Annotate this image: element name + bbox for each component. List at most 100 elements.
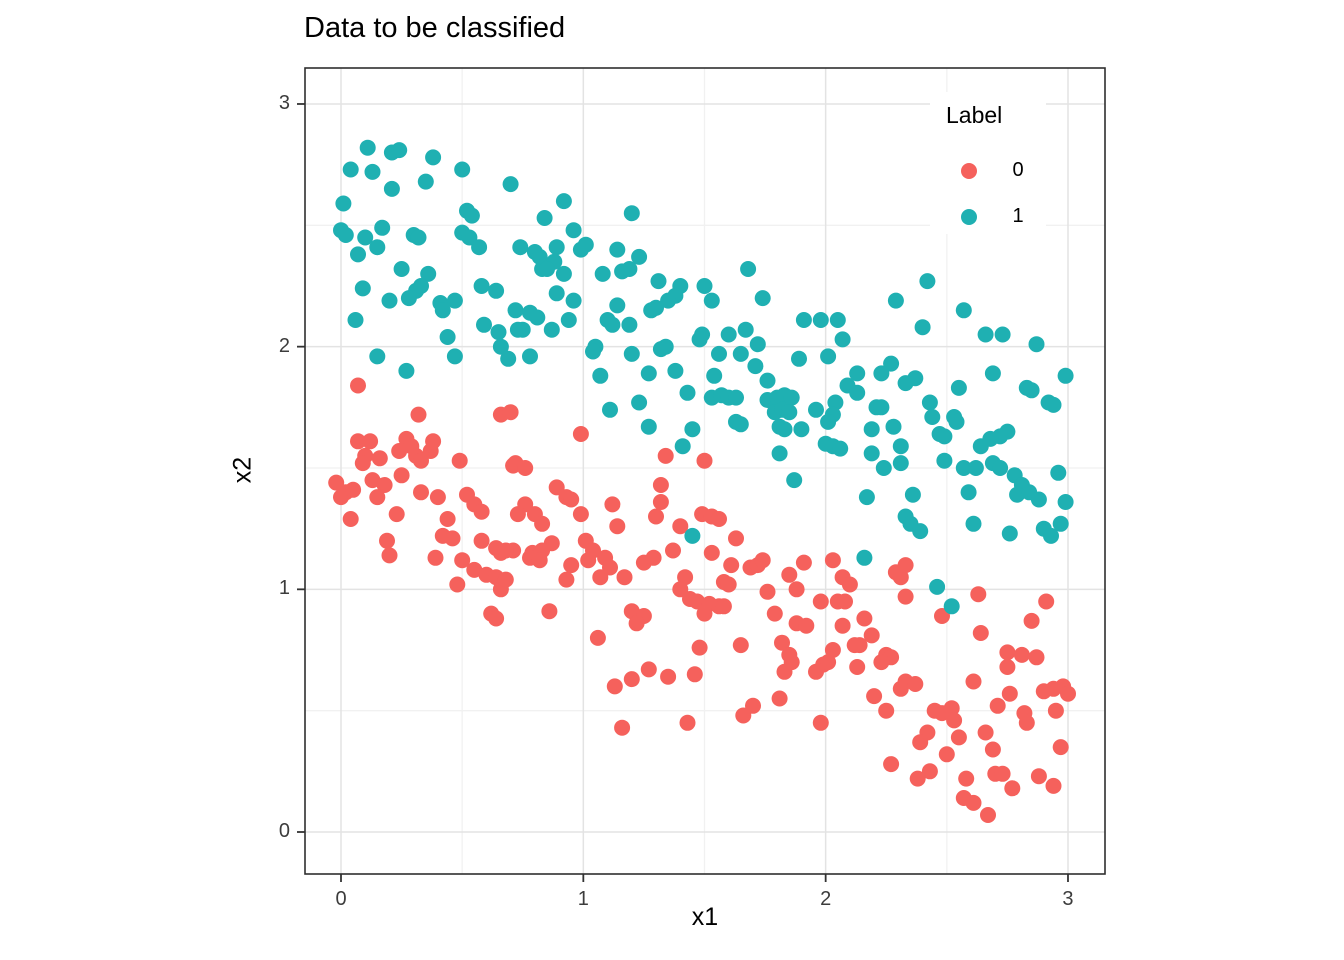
data-point [766,605,783,622]
data-point [706,367,723,384]
data-point [362,433,379,450]
data-point [1045,396,1062,413]
data-point [652,477,669,493]
data-point [602,559,618,576]
data-point [522,348,538,365]
data-point [858,489,875,506]
data-point [621,261,638,277]
data-point [771,690,788,707]
data-point [333,489,349,506]
data-point [488,610,505,627]
data-point [665,542,681,559]
data-point [623,345,640,362]
data-point [652,494,669,510]
data-point [711,345,727,362]
data-point [732,637,749,654]
data-point [909,770,926,787]
data-point [444,530,461,547]
data-point [609,297,626,314]
data-point [359,139,376,156]
data-point [381,547,398,564]
data-point [936,428,953,445]
data-point [980,807,996,823]
data-point [400,290,417,307]
data-point [354,455,371,472]
data-point [410,406,427,423]
data-point [863,627,880,644]
data-point [1009,486,1026,503]
data-point [950,729,967,746]
data-point [548,479,565,496]
data-point [1043,527,1059,544]
data-point [623,603,640,620]
data-point [388,506,405,523]
data-point [781,404,798,421]
data-point [1023,612,1040,629]
y-tick-label: 1 [278,577,290,600]
data-point [684,421,701,438]
data-point [621,316,638,333]
data-point [892,438,909,455]
data-point [623,205,640,222]
data-point [812,714,829,731]
data-point [531,552,548,569]
y-axis-title: x2 [228,456,257,484]
data-point [735,707,752,724]
data-point [1050,464,1067,481]
data-point [463,207,480,224]
data-point [827,394,844,411]
data-point [555,193,572,210]
data-point [488,282,505,299]
data-point [1013,646,1030,663]
data-point [354,280,371,297]
data-point [737,321,754,338]
data-point [934,608,950,624]
x-tick-label: 1 [577,888,589,910]
data-point [921,394,938,411]
legend-entry-0: 0 [930,158,1046,184]
data-point [846,637,863,654]
data-point [992,460,1009,476]
data-point [1052,739,1069,756]
data-point [912,734,929,751]
data-point [461,229,478,246]
data-point [589,629,606,646]
data-point [982,430,999,447]
data-point [434,302,451,319]
data-point [984,741,1001,758]
data-point [476,316,492,333]
data-point [369,348,386,365]
data-point [897,588,914,605]
data-point [398,362,415,379]
data-point [1023,382,1040,399]
data-point [1045,777,1062,794]
x-tick-label: 3 [1062,888,1074,910]
data-point [812,593,829,610]
legend-title: Label [946,102,1003,128]
data-point [672,581,689,598]
data-point [793,421,810,438]
series-1 [333,139,1074,615]
data-point [449,576,466,593]
data-point [970,586,987,603]
data-point [345,481,362,498]
data-point [413,452,429,469]
data-point [425,149,442,166]
data-point [728,389,744,406]
data-point [502,404,519,421]
data-point [1028,336,1045,353]
data-point [350,377,366,394]
data-point [648,508,664,525]
data-point [686,666,703,683]
data-point [943,598,960,615]
data-point [965,673,982,690]
data-point [471,239,488,256]
data-point [631,248,648,265]
data-point [696,452,713,469]
data-point [689,593,706,610]
data-point [948,413,965,430]
data-point [841,576,858,593]
data-point [791,350,807,367]
data-point [875,460,892,476]
data-point [565,292,582,309]
